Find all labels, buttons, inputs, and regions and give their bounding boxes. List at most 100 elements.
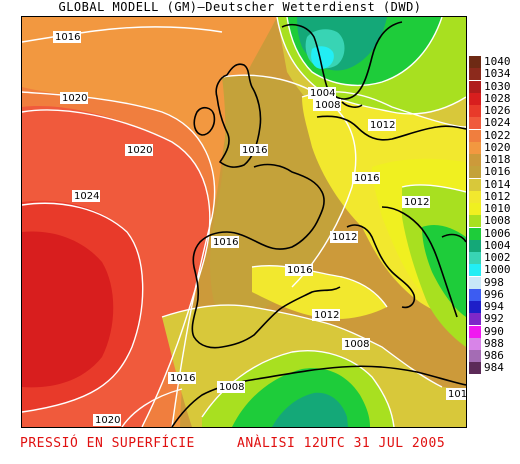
legend-swatch (469, 325, 481, 338)
legend-swatch (469, 141, 481, 154)
legend-item: 984 (469, 361, 519, 375)
legend-label: 1040 (484, 55, 511, 69)
legend-swatch (469, 276, 481, 289)
legend-label: 1004 (484, 238, 511, 252)
isobar-label: 1008 (315, 100, 340, 111)
legend-label: 984 (484, 361, 504, 375)
legend-swatch (469, 68, 481, 81)
isobar-label: 1008 (219, 382, 244, 393)
legend-item: 998 (469, 275, 519, 289)
legend-swatch (469, 56, 481, 69)
legend-swatch (469, 105, 481, 118)
legend-label: 988 (484, 336, 504, 350)
legend-label: 1034 (484, 67, 511, 81)
legend-item: 1000 (469, 263, 519, 277)
legend-swatch (469, 288, 481, 301)
pressure-map: 1016 1020 1020 1024 1016 1016 1016 1016 … (21, 16, 467, 428)
pressure-zone-1000 (311, 46, 334, 69)
legend-item: 1012 (469, 189, 519, 203)
legend-item: 1030 (469, 80, 519, 93)
isobar-label: 1016 (354, 173, 379, 184)
legend-swatch (469, 227, 481, 240)
isobar-label: 1012 (332, 232, 357, 243)
legend-item: 986 (469, 349, 519, 363)
isobar-label: 1016 (287, 265, 312, 276)
isobar-label: 1016 (170, 373, 195, 384)
legend-label: 1016 (484, 165, 511, 179)
legend-swatch (469, 264, 481, 277)
legend-item: 1040 (469, 55, 519, 69)
legend-item: 1022 (469, 128, 519, 142)
legend-item: 1016 (469, 165, 519, 179)
isobar-label: 1012 (314, 310, 339, 321)
isobar-label: 1016 (213, 237, 238, 248)
legend-label: 1008 (484, 214, 511, 228)
legend-label: 1014 (484, 177, 511, 191)
isobar-label: 1020 (95, 415, 120, 426)
legend-swatch (469, 129, 481, 142)
legend-label: 1006 (484, 226, 511, 240)
isobar-label: 1012 (404, 197, 429, 208)
legend-swatch (469, 92, 481, 105)
legend-swatch (469, 301, 481, 314)
legend-swatch (469, 154, 481, 167)
legend-item: 1014 (469, 177, 519, 191)
isobar-label: 1016 (242, 145, 267, 156)
legend-label: 996 (484, 287, 504, 301)
legend-item: 1008 (469, 214, 519, 228)
legend-label: 990 (484, 324, 504, 338)
legend-label: 1000 (484, 263, 511, 277)
pressure-zone-1028 (22, 231, 114, 388)
legend-swatch (469, 239, 481, 252)
legend-item: 990 (469, 324, 519, 338)
legend-label: 998 (484, 275, 504, 289)
isobar-label: 1016 (55, 32, 80, 43)
pressure-zone-1004-south (272, 392, 348, 427)
footer-analysis-time: ANÀLISI 12UTC 31 JUL 2005 (237, 436, 446, 451)
legend-swatch (469, 117, 481, 130)
legend-swatch (469, 203, 481, 216)
legend-label: 992 (484, 312, 504, 326)
legend-label: 1002 (484, 251, 511, 265)
map-title: GLOBAL MODELL (GM)—Deutscher Wetterdiens… (58, 0, 422, 14)
legend-label: 1024 (484, 116, 511, 130)
legend-label: 1020 (484, 140, 511, 154)
legend-swatch (469, 190, 481, 203)
legend-item: 1020 (469, 140, 519, 154)
isobar-lines (22, 17, 466, 427)
legend-item: 1004 (469, 238, 519, 252)
legend-item: 994 (469, 301, 519, 314)
legend-item: 996 (469, 287, 519, 301)
legend-swatch (469, 350, 481, 363)
coastlines (171, 21, 466, 427)
legend-item: 1018 (469, 153, 519, 167)
legend-item: 1034 (469, 67, 519, 81)
legend-item: 1002 (469, 251, 519, 265)
legend-swatch (469, 166, 481, 179)
isobar-label: 1012 (370, 120, 395, 131)
pressure-map-canvas: 1016 1020 1020 1024 1016 1016 1016 1016 … (22, 17, 466, 427)
legend-item: 992 (469, 312, 519, 326)
isobar-labels: 1016 1020 1020 1024 1016 1016 1016 1016 … (53, 31, 466, 426)
isobar-label: 1016 (448, 389, 466, 400)
legend-item: 988 (469, 336, 519, 350)
legend-swatch (469, 313, 481, 326)
legend-swatch (469, 80, 481, 93)
legend-item: 1024 (469, 116, 519, 130)
legend-swatch (469, 252, 481, 265)
isobar-label: 1020 (127, 145, 152, 156)
isobar-label: 1024 (74, 191, 99, 202)
legend-swatch (469, 215, 481, 228)
legend-swatch (469, 362, 481, 375)
legend-swatch (469, 178, 481, 191)
legend-label: 1018 (484, 153, 511, 167)
pressure-legend: 1040 1034 1030 1028 1026 1024 1022 1020 1018 1016… (469, 56, 519, 375)
legend-label: 1012 (484, 189, 511, 203)
legend-label: 1022 (484, 128, 511, 142)
legend-item: 1026 (469, 104, 519, 118)
legend-item: 1010 (469, 203, 519, 216)
legend-label: 986 (484, 349, 504, 363)
isobar-label: 1008 (344, 339, 369, 350)
footer-variable-label: PRESSIÓ EN SUPERFÍCIE (20, 436, 195, 451)
legend-label: 1026 (484, 104, 511, 118)
